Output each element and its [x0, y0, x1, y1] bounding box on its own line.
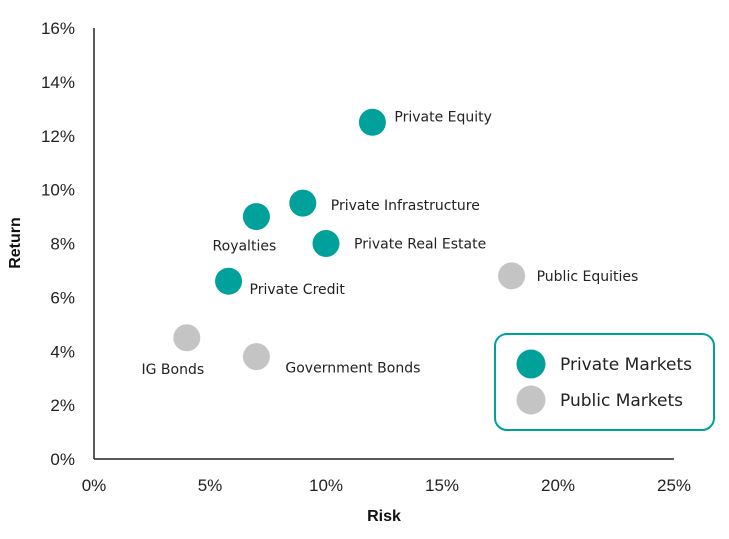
legend-label-private-markets: Private Markets [560, 355, 692, 375]
point-label-private-equity: Private Equity [394, 109, 492, 125]
y-tick-label: 6% [50, 288, 75, 307]
point-labels: Private Equity Private Infrastructure Roya… [141, 109, 638, 378]
legend-swatch-private-markets [516, 349, 546, 379]
x-tick-label: 20% [541, 476, 575, 495]
legend-label-public-markets: Public Markets [560, 391, 683, 411]
y-tick-label: 16% [41, 19, 75, 38]
y-tick-label: 0% [50, 450, 75, 469]
axes [93, 28, 674, 460]
x-tick-label: 10% [309, 476, 343, 495]
x-axis-title: Risk [367, 508, 401, 525]
x-tick-label: 0% [82, 476, 107, 495]
point-label-ig-bonds: IG Bonds [141, 362, 204, 378]
point-government-bonds [242, 343, 270, 371]
point-label-public-equities: Public Equities [537, 269, 639, 285]
legend: Private Markets Public Markets [494, 333, 715, 431]
x-tick-label: 25% [657, 476, 691, 495]
point-label-private-infrastructure: Private Infrastructure [331, 198, 480, 214]
x-tick-label: 5% [198, 476, 223, 495]
y-axis-title: Return [7, 217, 24, 269]
point-label-royalties: Royalties [213, 239, 277, 255]
tick-labels: 0% 5% 10% 15% 20% 25% 0% 2% 4% 6% 8% 10% 12% 14% 16% [41, 19, 691, 495]
legend-box [494, 333, 715, 431]
data-points [173, 108, 526, 371]
y-tick-label: 12% [41, 127, 75, 146]
legend-swatch-public-markets [516, 385, 546, 415]
point-ig-bonds [173, 324, 201, 352]
y-tick-label: 10% [41, 181, 75, 200]
y-tick-label: 2% [50, 396, 75, 415]
point-private-infrastructure [289, 189, 317, 217]
y-tick-label: 4% [50, 342, 75, 361]
x-tick-label: 15% [425, 476, 459, 495]
point-private-credit [215, 267, 243, 295]
y-tick-label: 14% [41, 73, 75, 92]
point-private-equity [358, 108, 386, 136]
point-private-real-estate [312, 230, 340, 257]
point-royalties [242, 203, 270, 231]
point-label-government-bonds: Government Bonds [285, 361, 420, 377]
point-label-private-real-estate: Private Real Estate [354, 237, 486, 253]
point-public-equities [498, 262, 526, 290]
y-tick-label: 8% [50, 235, 75, 254]
point-label-private-credit: Private Credit [250, 282, 346, 298]
